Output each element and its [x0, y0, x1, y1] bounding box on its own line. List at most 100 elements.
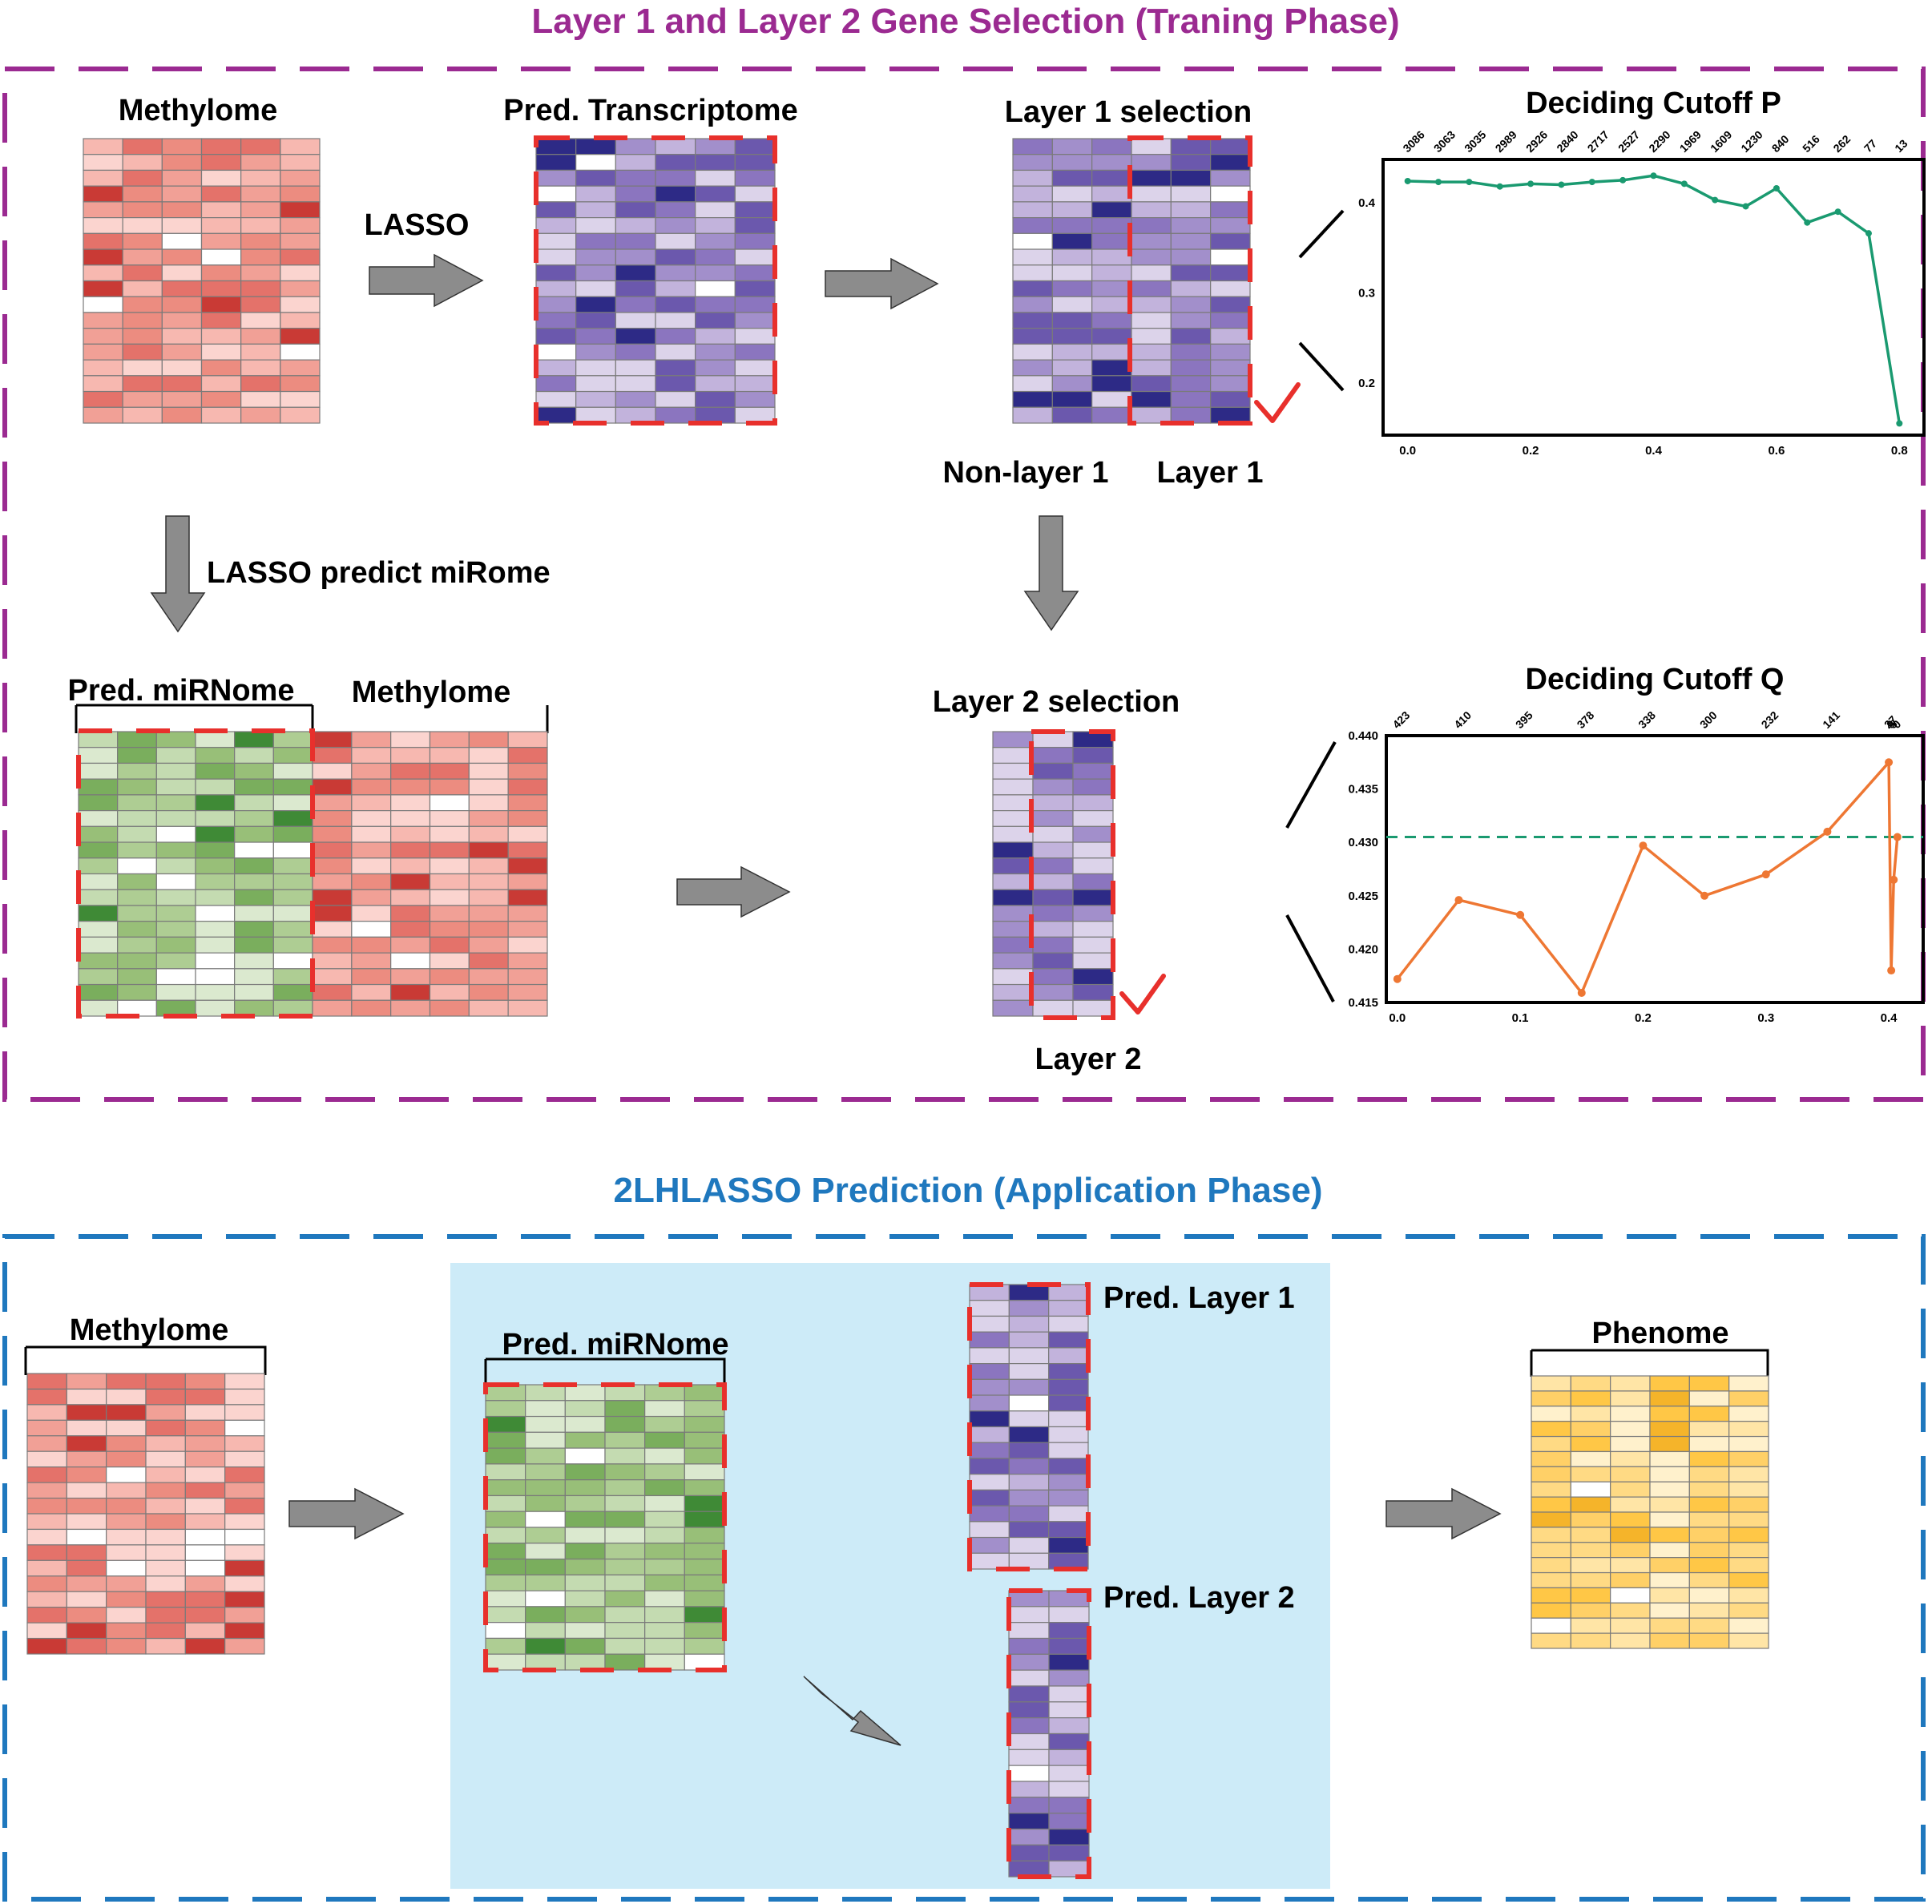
- heatmap-cell: [644, 1431, 685, 1449]
- heatmap-cell: [615, 328, 656, 345]
- heatmap-cell: [734, 217, 776, 234]
- heatmap-cell: [969, 1536, 1010, 1554]
- heatmap-cell: [655, 312, 696, 329]
- heatmap-cell: [106, 1435, 147, 1452]
- x-tick-label: 0.0: [1399, 444, 1416, 458]
- heatmap-cell: [655, 343, 696, 361]
- heatmap-cell: [604, 1622, 646, 1640]
- heatmap-cell: [684, 1590, 725, 1608]
- heatmap-cell: [525, 1463, 566, 1481]
- heatmap-cell: [66, 1373, 107, 1390]
- heatmap-cell: [1131, 154, 1172, 171]
- heatmap-cell: [1051, 280, 1093, 297]
- heatmap-cell: [351, 825, 392, 843]
- heatmap-cell: [507, 983, 548, 1001]
- app-methylome-heatmap: [26, 1373, 265, 1655]
- heatmap-cell: [312, 873, 353, 890]
- heatmap-cell: [145, 1591, 186, 1608]
- heatmap-cell: [184, 1450, 226, 1468]
- heatmap-cell: [1032, 921, 1074, 938]
- heatmap-cell: [106, 1419, 147, 1437]
- heatmap-cell: [122, 138, 163, 155]
- data-point: [1865, 230, 1872, 237]
- top-label: 141: [1820, 708, 1842, 731]
- heatmap-cell: [507, 936, 548, 954]
- heatmap-cell: [234, 731, 274, 748]
- top-label: 423: [1390, 708, 1413, 731]
- chart-title: Deciding Cutoff Q: [1526, 663, 1785, 696]
- heatmap-cell: [1610, 1390, 1651, 1407]
- heatmap-cell: [734, 232, 776, 250]
- heatmap-cell: [1008, 1653, 1050, 1671]
- heatmap-cell: [145, 1544, 186, 1561]
- heatmap-cell: [1531, 1481, 1571, 1498]
- series-line: [1396, 758, 1899, 996]
- heatmap-cell: [604, 1637, 646, 1655]
- heatmap-cell: [684, 1415, 725, 1433]
- heatmap-cell: [78, 889, 119, 906]
- heatmap-cell: [615, 343, 656, 361]
- layer2-selection-heatmap: [992, 731, 1114, 1017]
- heatmap-cell: [280, 328, 321, 345]
- heatmap-cell: [1649, 1557, 1690, 1574]
- heatmap-cell: [78, 794, 119, 812]
- heatmap-cell: [390, 825, 431, 843]
- heatmap-cell: [78, 762, 119, 780]
- heatmap-cell: [525, 1637, 566, 1655]
- app-methylome-bracket: [24, 1345, 267, 1375]
- heatmap-cell: [615, 217, 656, 234]
- heatmap-cell: [78, 983, 119, 1001]
- heatmap-cell: [390, 968, 431, 986]
- heatmap-cell: [535, 280, 577, 297]
- heatmap-cell: [224, 1544, 265, 1561]
- heatmap-cell: [351, 921, 392, 938]
- heatmap-cell: [695, 264, 736, 282]
- heatmap-cell: [224, 1404, 265, 1421]
- heatmap-cell: [240, 390, 281, 408]
- heatmap-cell: [992, 936, 1034, 954]
- heatmap-cell: [145, 1466, 186, 1483]
- data-point: [1393, 974, 1402, 983]
- heatmap-cell: [1728, 1435, 1769, 1453]
- heatmap-cell: [1012, 390, 1053, 408]
- heatmap-cell: [1688, 1435, 1730, 1453]
- layer2-selection-label: Layer 2 selection: [933, 685, 1180, 719]
- heatmap-cell: [655, 138, 696, 155]
- heatmap-cell: [195, 778, 236, 796]
- heatmap-cell: [1048, 1765, 1090, 1782]
- heatmap-cell: [312, 762, 353, 780]
- heatmap-cell: [1051, 138, 1093, 155]
- data-point: [1588, 179, 1595, 186]
- heatmap-cell: [734, 390, 776, 408]
- heatmap-cell: [234, 921, 274, 938]
- heatmap-cell: [429, 921, 470, 938]
- heatmap-cell: [575, 185, 616, 203]
- heatmap-cell: [234, 778, 274, 796]
- heatmap-cell: [200, 375, 242, 393]
- heatmap-cell: [1048, 1331, 1089, 1349]
- layer2-highlight-box: [1029, 729, 1115, 1020]
- heatmap-cell: [507, 889, 548, 906]
- heatmap-cell: [195, 762, 236, 780]
- heatmap-cell: [1008, 1458, 1050, 1475]
- lasso-predict-arrow: [150, 515, 206, 633]
- heatmap-cell: [351, 952, 392, 970]
- heatmap-cell: [1610, 1481, 1651, 1498]
- pred-transcriptome-label: Pred. Transcriptome: [503, 94, 797, 127]
- heatmap-cell: [485, 1622, 526, 1640]
- top-label: 395: [1513, 708, 1535, 731]
- heatmap-cell: [969, 1315, 1010, 1333]
- heatmap-cell: [1570, 1406, 1611, 1422]
- heatmap-cell: [655, 185, 696, 203]
- heatmap-cell: [78, 810, 119, 827]
- heatmap-cell: [564, 1590, 606, 1608]
- heatmap-cell: [1012, 359, 1053, 377]
- heatmap-cell: [1051, 312, 1093, 329]
- layer1-highlight-box: [1127, 135, 1252, 426]
- heatmap-cell: [1649, 1481, 1690, 1498]
- heatmap-cell: [1032, 936, 1074, 954]
- heatmap-cell: [26, 1497, 67, 1515]
- heatmap-cell: [525, 1622, 566, 1640]
- heatmap-cell: [1210, 375, 1251, 393]
- heatmap-cell: [734, 296, 776, 313]
